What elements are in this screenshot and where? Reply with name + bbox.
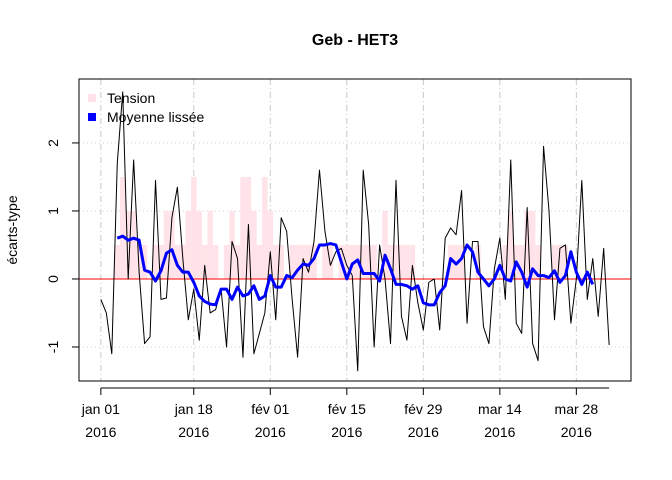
- x-tick-label: mar 28 2016: [554, 401, 599, 440]
- bar: [387, 244, 394, 279]
- y-tick-label: 0: [45, 275, 61, 283]
- bar: [458, 244, 465, 279]
- bar: [152, 244, 159, 279]
- bar: [322, 244, 328, 279]
- bar: [524, 210, 530, 279]
- x-tick-label: jan 18 2016: [174, 401, 213, 440]
- x-tick-label: mar 14 2016: [478, 401, 522, 440]
- bar: [185, 210, 192, 279]
- bar: [475, 244, 481, 279]
- chart-title: Geb - HET3: [312, 32, 398, 49]
- bar: [360, 244, 366, 279]
- bar: [196, 210, 202, 279]
- bar: [344, 244, 350, 279]
- legend-label: Moyenne lissée: [107, 109, 204, 125]
- x-tick-label: jan 01 2016: [81, 401, 120, 440]
- legend-swatch: [88, 94, 96, 102]
- y-tick-label: 1: [45, 207, 61, 215]
- bar: [398, 244, 405, 279]
- bar: [169, 210, 175, 279]
- y-axis-title: écarts-type: [4, 195, 20, 264]
- bar: [349, 244, 355, 279]
- bar: [557, 244, 563, 279]
- line: [100, 91, 610, 372]
- bar: [327, 244, 334, 279]
- bar: [130, 210, 137, 279]
- bar: [201, 244, 208, 279]
- bar: [158, 244, 164, 279]
- bar: [289, 244, 295, 279]
- bar: [207, 210, 213, 279]
- bar: [404, 244, 410, 279]
- bar: [251, 210, 257, 279]
- bar: [518, 244, 525, 279]
- bar: [223, 244, 230, 279]
- bar: [393, 244, 399, 279]
- bar: [278, 244, 284, 279]
- y-tick-label: -1: [45, 341, 61, 354]
- bar: [294, 244, 301, 279]
- bar: [256, 244, 263, 279]
- bar: [529, 210, 536, 279]
- bar: [551, 244, 558, 279]
- bar: [119, 176, 126, 279]
- bar: [240, 176, 246, 279]
- bar: [273, 244, 279, 279]
- legend-label: Tension: [107, 90, 155, 106]
- bar: [535, 244, 541, 279]
- legend-swatch: [88, 113, 96, 121]
- bar: [262, 176, 268, 279]
- x-tick-label: fév 15 2016: [327, 401, 366, 440]
- bar: [191, 176, 197, 279]
- bar: [508, 210, 514, 279]
- line: [116, 234, 595, 307]
- y-tick-label: 2: [45, 139, 61, 147]
- bar: [502, 244, 509, 279]
- bar: [409, 244, 416, 279]
- bar: [114, 244, 120, 279]
- bar: [305, 244, 312, 279]
- bar: [562, 244, 569, 279]
- x-tick-label: fév 29 2016: [404, 401, 443, 440]
- bar: [267, 210, 274, 279]
- bar: [371, 244, 377, 279]
- x-tick-label: fév 01 2016: [251, 401, 290, 440]
- bar: [163, 210, 170, 279]
- bar: [311, 244, 317, 279]
- bar: [125, 210, 131, 279]
- bar: [212, 244, 219, 279]
- bar: [365, 244, 372, 279]
- bar: [382, 210, 388, 279]
- plot-frame: [78, 78, 632, 382]
